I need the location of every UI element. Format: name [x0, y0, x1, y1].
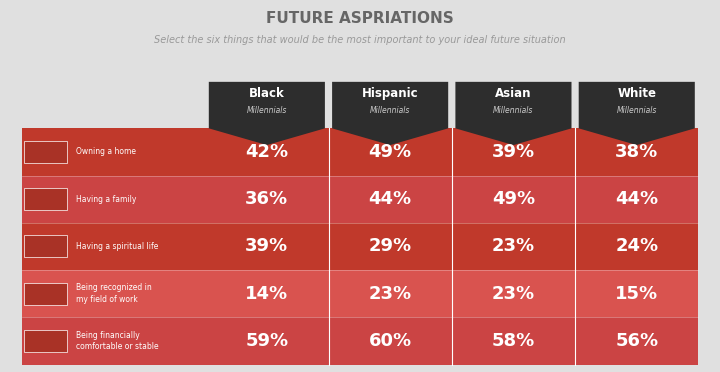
Bar	[22, 128, 698, 176]
Text: 23%: 23%	[492, 285, 535, 303]
Text: 59%: 59%	[246, 332, 289, 350]
Text: Hispanic: Hispanic	[362, 87, 418, 100]
Text: Being recognized in
my field of work: Being recognized in my field of work	[76, 283, 151, 304]
Text: 38%: 38%	[615, 143, 658, 161]
Bar	[22, 317, 698, 365]
Text: Select the six things that would be the most important to your ideal future situ: Select the six things that would be the …	[154, 35, 566, 45]
Text: 44%: 44%	[369, 190, 412, 208]
Bar	[24, 330, 67, 352]
Text: Millennials: Millennials	[616, 106, 657, 115]
Text: 36%: 36%	[246, 190, 289, 208]
Text: Having a spiritual life: Having a spiritual life	[76, 242, 158, 251]
Text: 42%: 42%	[246, 143, 289, 161]
Text: 39%: 39%	[492, 143, 535, 161]
Text: 29%: 29%	[369, 237, 412, 256]
Text: Millennials: Millennials	[493, 106, 534, 115]
Text: FUTURE ASPRIATIONS: FUTURE ASPRIATIONS	[266, 11, 454, 26]
Bar	[24, 188, 67, 210]
Text: 49%: 49%	[492, 190, 535, 208]
Text: Millennials: Millennials	[247, 106, 287, 115]
Text: 14%: 14%	[246, 285, 289, 303]
Polygon shape	[455, 82, 572, 145]
Text: Black: Black	[249, 87, 284, 100]
Text: 23%: 23%	[369, 285, 412, 303]
Text: Having a family: Having a family	[76, 195, 136, 204]
Text: 23%: 23%	[492, 237, 535, 256]
Text: 44%: 44%	[615, 190, 658, 208]
Bar	[22, 176, 698, 223]
Text: 15%: 15%	[615, 285, 658, 303]
Text: 24%: 24%	[615, 237, 658, 256]
Text: 56%: 56%	[615, 332, 658, 350]
Bar	[24, 235, 67, 257]
Text: Being financially
comfortable or stable: Being financially comfortable or stable	[76, 331, 158, 351]
Bar	[24, 283, 67, 305]
Polygon shape	[332, 82, 448, 145]
Bar	[22, 223, 698, 270]
Polygon shape	[579, 82, 695, 145]
Text: Owning a home: Owning a home	[76, 147, 135, 157]
Bar	[22, 270, 698, 317]
Polygon shape	[209, 82, 325, 145]
Text: 60%: 60%	[369, 332, 412, 350]
Text: White: White	[617, 87, 656, 100]
Text: 58%: 58%	[492, 332, 535, 350]
Text: Millennials: Millennials	[370, 106, 410, 115]
Text: 49%: 49%	[369, 143, 412, 161]
Text: 39%: 39%	[246, 237, 289, 256]
Bar	[24, 141, 67, 163]
Text: Asian: Asian	[495, 87, 531, 100]
